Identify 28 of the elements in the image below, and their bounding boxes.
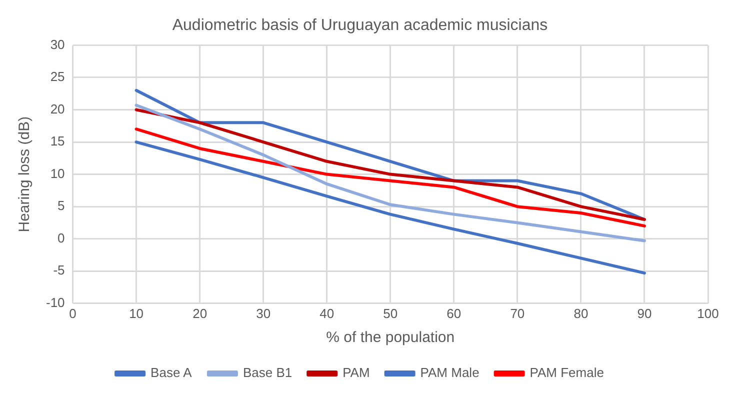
legend-label: PAM Male xyxy=(420,365,480,380)
legend-label: Base B1 xyxy=(242,365,292,380)
x-tick-label: 20 xyxy=(192,306,208,321)
y-tick-label: 0 xyxy=(58,230,65,246)
x-tick-label: 90 xyxy=(637,306,652,321)
y-tick-label: 5 xyxy=(58,198,65,214)
x-axis-title: % of the population xyxy=(326,329,455,346)
x-tick-label: 50 xyxy=(383,306,398,321)
y-tick-label: 30 xyxy=(50,36,65,52)
chart-title: Audiometric basis of Uruguayan academic musicians xyxy=(172,17,548,34)
x-tick-label: 70 xyxy=(510,306,525,321)
legend-label: PAM xyxy=(342,365,370,380)
y-tick-label: -10 xyxy=(46,294,65,310)
legend-label: PAM Female xyxy=(530,365,604,380)
y-tick-label: 20 xyxy=(50,101,65,116)
y-axis-title: Hearing loss (dB) xyxy=(16,116,34,232)
x-tick-label: 30 xyxy=(256,306,271,321)
legend-label: Base A xyxy=(150,365,192,380)
y-tick-label: 15 xyxy=(50,134,65,149)
x-tick-label: 0 xyxy=(69,306,76,321)
y-tick-label: 10 xyxy=(50,166,65,181)
x-tick-label: 40 xyxy=(320,306,334,321)
x-tick-label: 100 xyxy=(697,306,719,321)
x-tick-label: 60 xyxy=(446,306,462,321)
y-tick-label: 25 xyxy=(50,69,65,84)
x-tick-label: 10 xyxy=(129,306,144,321)
y-tick-label: -5 xyxy=(53,262,65,278)
x-tick-label: 80 xyxy=(574,306,588,321)
